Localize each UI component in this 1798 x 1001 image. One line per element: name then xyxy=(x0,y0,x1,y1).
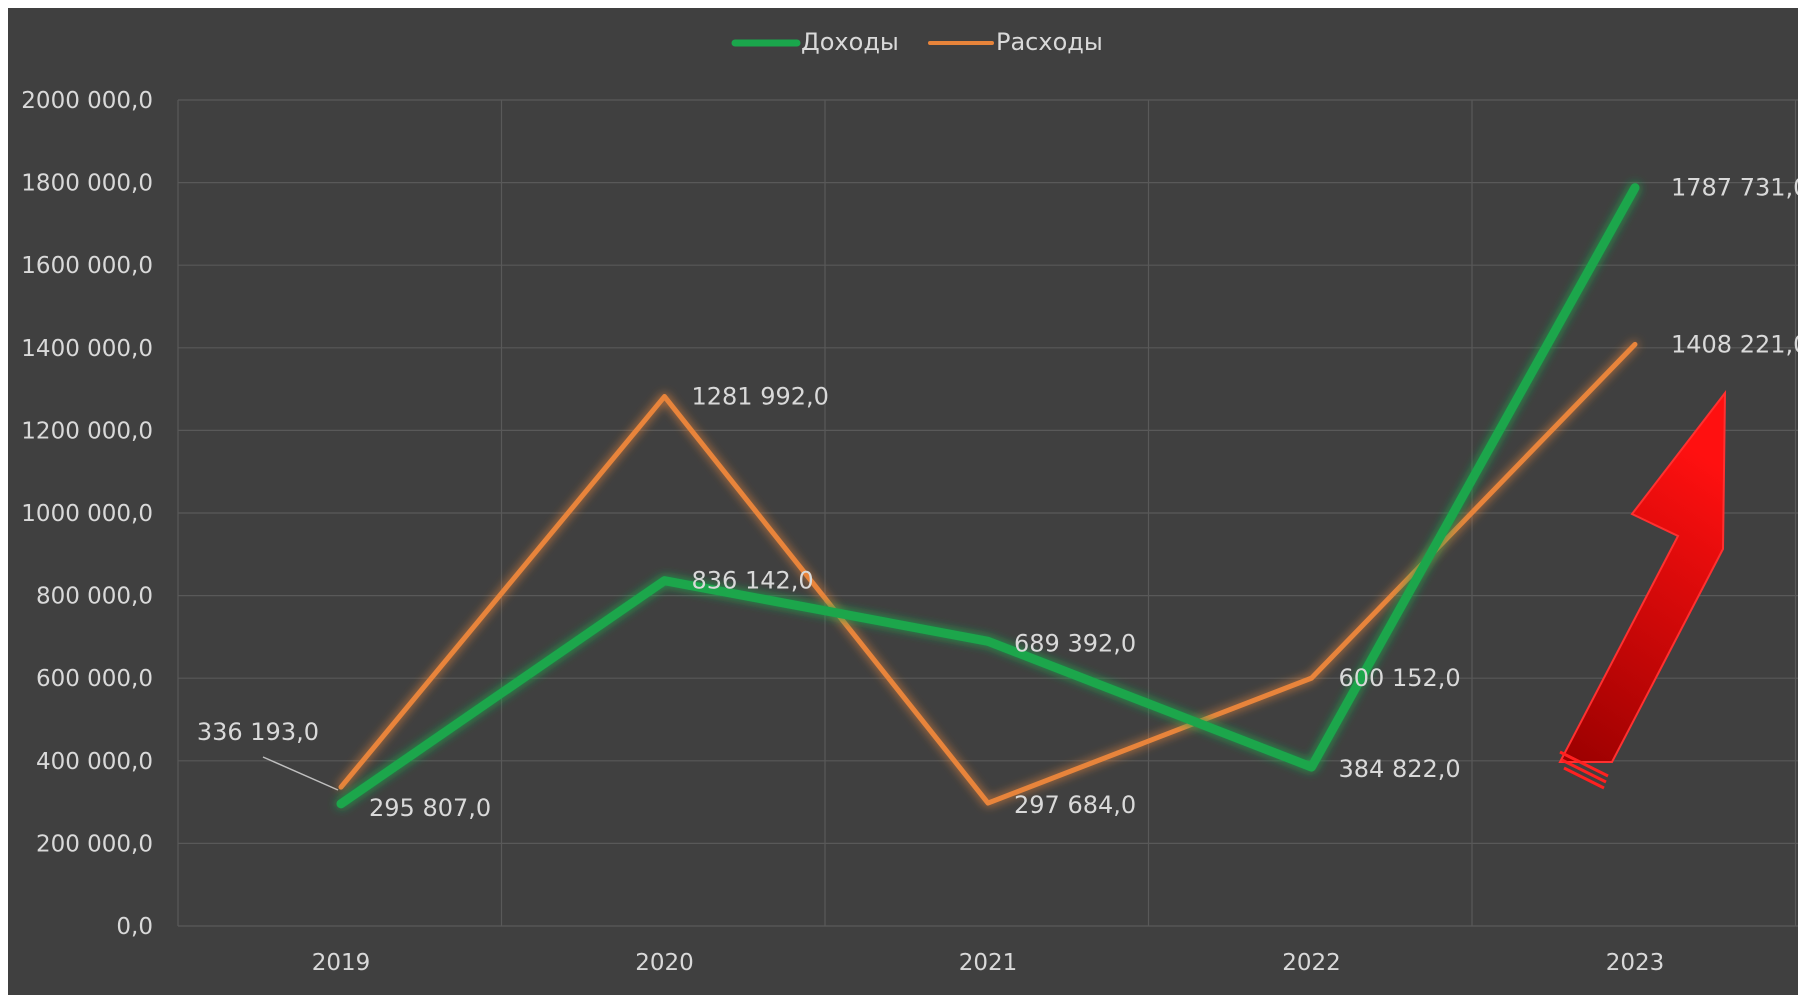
data-label-expense: 1408 221,0 xyxy=(1671,330,1798,358)
data-label-expense: 297 684,0 xyxy=(1014,791,1136,819)
y-tick-label: 400 000,0 xyxy=(36,749,153,775)
y-tick-label: 1000 000,0 xyxy=(21,501,153,527)
y-tick-label: 1800 000,0 xyxy=(21,171,153,197)
y-tick-label: 800 000,0 xyxy=(36,584,153,610)
y-axis-ticks: 0,0 200 000,0 400 000,0 600 000,0 800 000,0 1… xyxy=(21,88,153,940)
data-label-leader-line xyxy=(262,756,339,791)
data-label-income: 689 392,0 xyxy=(1014,629,1136,657)
arrow-tail-stroke-3 xyxy=(1563,766,1605,790)
data-label-expense: 600 152,0 xyxy=(1339,664,1461,692)
y-tick-label: 0,0 xyxy=(116,914,153,940)
arrow-body xyxy=(1558,390,1727,763)
series-line-income xyxy=(336,183,1640,809)
gridlines xyxy=(177,99,1798,927)
legend: Доходы Расходы xyxy=(731,28,1103,56)
x-tick-label: 2023 xyxy=(1606,950,1665,976)
data-label-income: 1787 731,0 xyxy=(1671,174,1798,202)
legend-label-income: Доходы xyxy=(801,28,899,56)
x-tick-label: 2019 xyxy=(312,950,371,976)
legend-label-expense: Расходы xyxy=(996,28,1103,56)
chart-background xyxy=(8,8,1798,995)
red-arrow-annotation xyxy=(1558,390,1727,790)
x-tick-label: 2020 xyxy=(635,950,694,976)
y-tick-label: 2000 000,0 xyxy=(21,88,153,114)
x-tick-label: 2022 xyxy=(1282,950,1341,976)
arrow-tail-stroke-1 xyxy=(1559,750,1609,778)
y-tick-label: 200 000,0 xyxy=(36,831,153,857)
series-layer xyxy=(336,183,1640,809)
y-tick-label: 1400 000,0 xyxy=(21,336,153,362)
data-label-expense: 1281 992,0 xyxy=(692,383,829,411)
data-labels: 295 807,0 836 142,0 689 392,0 384 822,0 1787… xyxy=(197,174,1798,822)
data-label-income: 295 807,0 xyxy=(369,794,491,822)
y-tick-label: 1200 000,0 xyxy=(21,418,153,444)
data-label-income: 384 822,0 xyxy=(1339,755,1461,783)
arrow-tail-stroke-2 xyxy=(1561,758,1607,784)
x-tick-label: 2021 xyxy=(959,950,1018,976)
data-label-expense: 336 193,0 xyxy=(197,718,319,746)
x-axis-ticks: 2019 2020 2021 2022 2023 xyxy=(312,950,1665,976)
data-label-income: 836 142,0 xyxy=(692,567,814,595)
y-tick-label: 1600 000,0 xyxy=(21,253,153,279)
y-tick-label: 600 000,0 xyxy=(36,666,153,692)
